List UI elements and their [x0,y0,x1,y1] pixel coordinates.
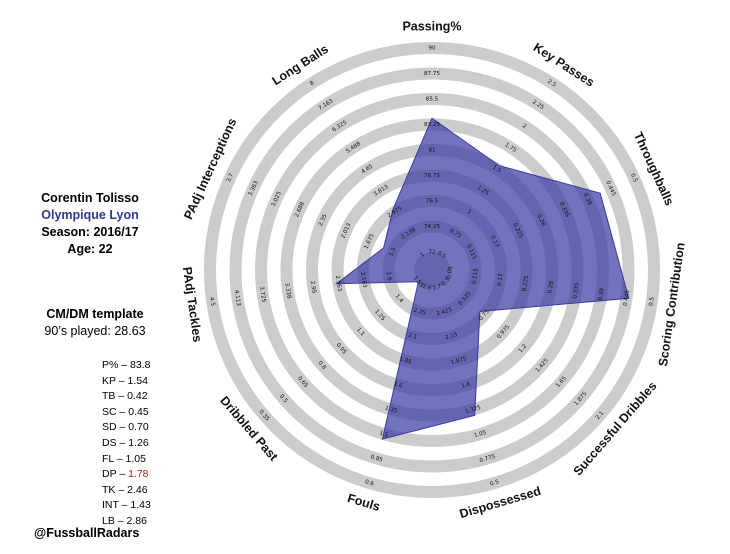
tick-label: 0.5 [629,173,638,184]
tick-label: 1.6 [393,381,404,389]
tick-label: 2 [521,123,527,130]
tick-label: 1.6 [461,381,472,389]
tick-label: 83.25 [424,122,440,128]
tick-label: 2.15 [445,332,459,341]
stat-row: P% – 83.8 [102,359,151,371]
tick-label: 0.28 [535,213,546,227]
tick-label: 0.39 [598,287,606,301]
tick-label: 2.95 [309,281,317,295]
tick-label: 1.05 [473,430,487,439]
tick-label: 0.6 [364,479,375,487]
tick-label: 0.775 [479,454,496,464]
tick-label: 0.85 [370,454,384,463]
tick-label: 78.75 [424,173,440,179]
tick-label: 76.5 [426,199,439,205]
tick-label: 2.35 [318,213,329,227]
tick-label: 2.5 [546,79,557,89]
tick-label: 85.5 [426,97,439,103]
tick-label: 1.4 [394,294,405,305]
tick-label: 4.5 [208,297,215,307]
player-season: Season: 2016/17 [41,225,139,239]
stat-row: SC – 0.45 [102,405,149,418]
tick-label: 74.25 [424,224,440,230]
stats-list: P% – 83.8 KP – 1.54 TB – 0.42 SC – 0.45 … [60,358,170,530]
tick-label: 2.6 [422,284,433,292]
tick-label: 1.85 [398,357,412,366]
tick-label: 1.325 [465,405,482,415]
radar-area-group [334,117,630,440]
tick-label: 2.425 [436,307,453,317]
tick-label: 2.563 [334,275,342,292]
minutes-played: 90’s played: 28.63 [44,324,146,338]
tick-label: 2.7 [432,284,443,292]
tick-label: 1.1 [355,327,366,338]
tick-label: 1 [419,252,426,259]
radar-ring [229,67,635,473]
tick-label: 0.225 [522,275,530,292]
radar-ring [204,42,660,498]
axis-label: Passing% [402,19,461,33]
axis-label: Scoring Contribution [656,242,688,368]
tick-label: 0.06 [446,266,454,280]
stat-row: TK – 2.46 [102,483,148,496]
credit-handle: @FussballRadars [34,526,140,540]
axis-label: PAdj Tackles [180,266,205,343]
stat-row: SD – 0.70 [102,421,149,434]
player-age: Age: 22 [67,242,113,256]
stat-row: FL – 1.05 [102,452,146,465]
axis-label: Fouls [346,491,382,514]
tick-label: 0.17 [497,273,505,287]
tick-label: 0.445 [623,289,631,306]
tick-label: 3.338 [283,282,291,299]
tick-label: 2.1 [407,333,418,341]
player-name: Corentin Tolisso [41,191,139,205]
tick-label: 1.2 [518,344,528,355]
tick-label: 2.35 [413,308,427,317]
radar-area [334,117,630,440]
tick-label: 0.335 [572,282,580,299]
stat-row-highlighted: DP – 1.78 [102,468,149,481]
tick-label: 0.8 [316,360,327,371]
tick-label: 90 [428,46,436,52]
stat-row: TB – 0.42 [102,390,148,403]
tick-label: 0.5 [436,250,447,260]
player-info: Corentin Tolisso Olympique Lyon Season: … [30,190,150,258]
tick-label: 4.113 [233,290,241,307]
tick-label: 3.725 [258,286,266,303]
tick-label: 1.5 [491,165,502,175]
stat-row: DS – 1.26 [102,436,149,449]
tick-label: 0.115 [471,268,479,285]
tick-label: 0.39 [582,192,593,206]
tick-label: 1.35 [384,405,398,414]
tick-label: 81 [428,148,436,154]
stat-row: KP – 1.54 [102,374,148,387]
tick-label: 0.5 [278,394,289,405]
tick-label: 0.5 [649,296,656,306]
stat-row: LB – 2.86 [102,514,147,527]
stat-row: INT – 1.43 [102,499,151,512]
tick-label: 1.6 [385,271,392,281]
template-name: CM/DM template [46,307,144,321]
tick-label: 0.3 [441,276,452,287]
tick-label: 1 [466,209,473,216]
player-team: Olympique Lyon [41,208,139,222]
tick-label: 2.1 [595,410,606,421]
tick-label: 0.17 [489,235,500,249]
tick-label: 0.28 [547,280,555,294]
tick-label: 1.1 [379,430,390,438]
tick-label: 2.163 [359,272,367,289]
tick-label: 87.75 [424,71,440,77]
tick-label: 72 [428,250,435,256]
tick-label: 3.7 [226,172,235,183]
tick-label: 1.875 [450,356,467,366]
tick-label: 8 [309,80,316,87]
tick-label: 1.3 [388,246,397,257]
tick-label: 0.5 [490,479,501,487]
template-info: CM/DM template 90’s played: 28.63 [30,306,160,340]
